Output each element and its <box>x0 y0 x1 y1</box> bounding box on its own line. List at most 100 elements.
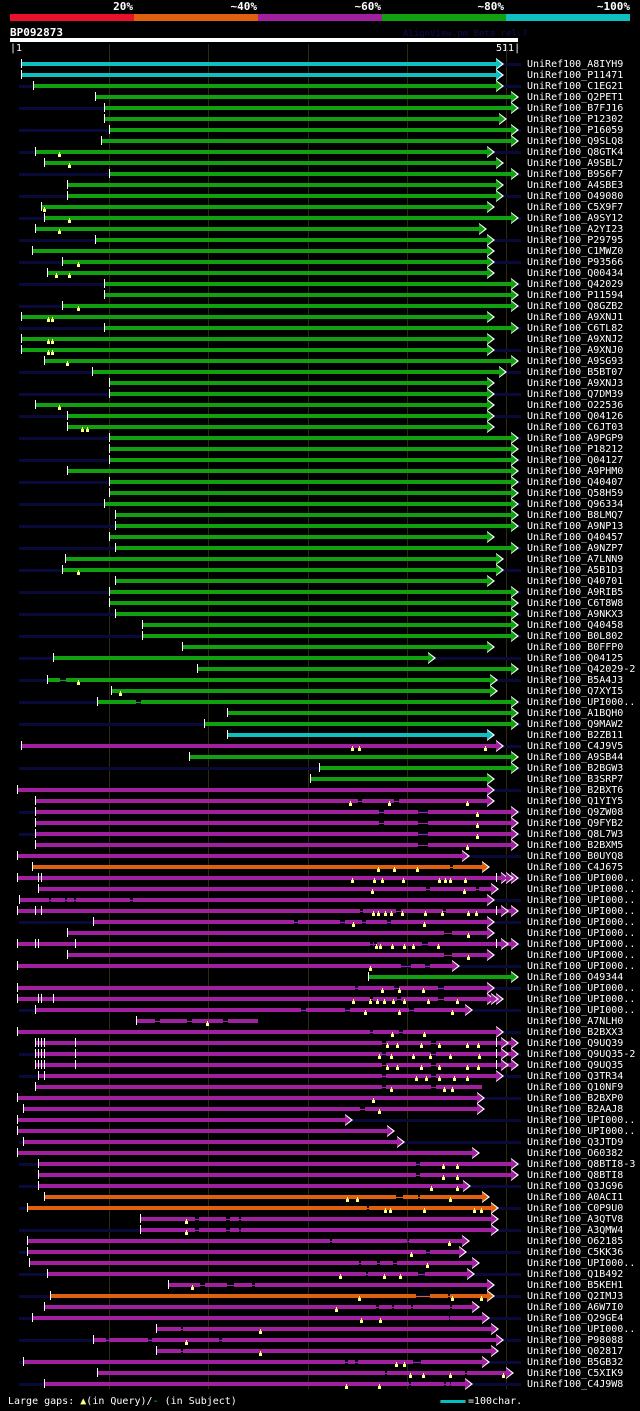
alignment-segment[interactable] <box>27 1239 330 1243</box>
alignment-segment[interactable] <box>379 1305 392 1309</box>
alignment-segment[interactable] <box>19 898 49 902</box>
alignment-segment[interactable] <box>35 821 379 825</box>
hit-label-link[interactable]: UniRef100_A4SBE3 <box>527 180 624 191</box>
hit-label-link[interactable]: UniRef100_A2YI23 <box>527 224 624 235</box>
alignment-segment[interactable] <box>380 1261 393 1265</box>
hit-label-link[interactable]: UniRef100_Q8GZB2 <box>527 301 624 312</box>
hit-label-link[interactable]: UniRef100_C1EG21 <box>527 81 624 92</box>
alignment-segment[interactable] <box>373 997 397 1001</box>
hit-label-link[interactable]: UniRef100_O49080 <box>527 191 624 202</box>
alignment-segment[interactable] <box>368 1272 418 1276</box>
alignment-segment[interactable] <box>363 909 396 913</box>
alignment-segment[interactable] <box>358 1360 413 1364</box>
hit-label-link[interactable]: UniRef100_C6T8W8 <box>527 598 624 609</box>
hit-label-link[interactable]: UniRef100_B2BXM5 <box>527 840 624 851</box>
hit-label-link[interactable]: UniRef100_UPI000.. <box>527 1324 636 1335</box>
alignment-segment[interactable] <box>428 821 511 825</box>
alignment-segment[interactable] <box>306 1008 345 1012</box>
alignment-segment[interactable] <box>51 898 65 902</box>
alignment-segment[interactable] <box>436 1063 511 1067</box>
hit-label-link[interactable]: UniRef100_UPI000.. <box>527 1115 636 1126</box>
alignment-segment[interactable] <box>67 898 74 902</box>
hit-label-link[interactable]: UniRef100_Q7XYI5 <box>527 686 624 697</box>
alignment-segment[interactable] <box>222 1338 496 1342</box>
alignment-segment[interactable] <box>227 733 487 737</box>
hit-label-link[interactable]: UniRef100_Q96334 <box>527 499 624 510</box>
alignment-segment[interactable] <box>27 1250 426 1254</box>
alignment-segment[interactable] <box>17 909 360 913</box>
hit-label-link[interactable]: UniRef100_Q7DM39 <box>527 389 624 400</box>
alignment-segment[interactable] <box>430 1294 448 1298</box>
alignment-segment[interactable] <box>414 1008 465 1012</box>
hit-label-link[interactable]: UniRef100_A9NKX3 <box>527 609 624 620</box>
hit-label-link[interactable]: UniRef100_Q40458 <box>527 620 624 631</box>
hit-label-link[interactable]: UniRef100_C1MWZ0 <box>527 246 624 257</box>
alignment-segment[interactable] <box>361 1261 377 1265</box>
hit-label-link[interactable]: UniRef100_A9XNJ1 <box>527 312 624 323</box>
hit-label-link[interactable]: UniRef100_Q8BTI8-3 <box>527 1159 636 1170</box>
hit-label-link[interactable]: UniRef100_Q8GTK4 <box>527 147 624 158</box>
alignment-segment[interactable] <box>453 865 482 869</box>
hit-label-link[interactable]: UniRef100_Q10NF9 <box>527 1082 624 1093</box>
alignment-segment[interactable] <box>41 205 487 209</box>
alignment-segment[interactable] <box>35 1041 382 1045</box>
hit-label-link[interactable]: UniRef100_B2ZB11 <box>527 730 624 741</box>
alignment-segment[interactable] <box>444 986 487 990</box>
alignment-segment[interactable] <box>228 1019 258 1023</box>
hit-label-link[interactable]: UniRef100_Q8L7W3 <box>527 829 624 840</box>
hit-label-link[interactable]: UniRef100_P18212 <box>527 444 624 455</box>
alignment-segment[interactable] <box>35 227 479 231</box>
hit-label-link[interactable]: UniRef100_Q9ZW08 <box>527 807 624 818</box>
alignment-segment[interactable] <box>93 920 294 924</box>
hit-label-link[interactable]: UniRef100_O22536 <box>527 400 624 411</box>
hit-label-link[interactable]: UniRef100_Q04125 <box>527 653 624 664</box>
alignment-segment[interactable] <box>141 700 511 704</box>
hit-label-link[interactable]: UniRef100_Q1YIY5 <box>527 796 624 807</box>
alignment-segment[interactable] <box>95 238 487 242</box>
alignment-segment[interactable] <box>67 414 487 418</box>
hit-label-link[interactable]: UniRef100_B2BXX3 <box>527 1027 624 1038</box>
alignment-segment[interactable] <box>444 997 496 1001</box>
alignment-segment[interactable] <box>97 700 136 704</box>
hit-label-link[interactable]: UniRef100_Q2PET1 <box>527 92 624 103</box>
hit-label-link[interactable]: UniRef100_UPI000.. <box>527 961 636 972</box>
alignment-segment[interactable] <box>104 117 499 121</box>
hit-label-link[interactable]: UniRef100_Q9SLQ8 <box>527 136 624 147</box>
alignment-segment[interactable] <box>67 469 511 473</box>
alignment-segment[interactable] <box>62 260 487 264</box>
alignment-segment[interactable] <box>44 1195 396 1199</box>
alignment-segment[interactable] <box>17 997 370 1001</box>
hit-label-link[interactable]: UniRef100_A0ACI1 <box>527 1192 624 1203</box>
alignment-segment[interactable] <box>93 1338 106 1342</box>
alignment-segment[interactable] <box>109 381 487 385</box>
alignment-segment[interactable] <box>115 513 511 517</box>
hit-label-link[interactable]: UniRef100_C4J675 <box>527 862 624 873</box>
alignment-segment[interactable] <box>386 1041 431 1045</box>
hit-label-link[interactable]: UniRef100_A7LNN9 <box>527 554 624 565</box>
hit-label-link[interactable]: UniRef100_Q8BTI8 <box>527 1170 624 1181</box>
alignment-segment[interactable] <box>104 106 511 110</box>
alignment-segment[interactable] <box>29 1261 359 1265</box>
alignment-segment[interactable] <box>35 843 418 847</box>
alignment-segment[interactable] <box>35 1063 382 1067</box>
hit-label-link[interactable]: UniRef100_Q3JTD9 <box>527 1137 624 1148</box>
hit-label-link[interactable]: UniRef100_B0UYQ8 <box>527 851 624 862</box>
alignment-segment[interactable] <box>47 678 60 682</box>
hit-label-link[interactable]: UniRef100_A9XNJ2 <box>527 334 624 345</box>
alignment-segment[interactable] <box>479 887 491 891</box>
alignment-segment[interactable] <box>23 1140 397 1144</box>
alignment-segment[interactable] <box>319 766 511 770</box>
alignment-segment[interactable] <box>227 711 511 715</box>
alignment-segment[interactable] <box>142 623 511 627</box>
alignment-segment[interactable] <box>401 997 438 1001</box>
alignment-segment[interactable] <box>350 1008 409 1012</box>
alignment-segment[interactable] <box>17 986 355 990</box>
hit-label-link[interactable]: UniRef100_A7NLH0 <box>527 1016 624 1027</box>
alignment-segment[interactable] <box>420 1173 511 1177</box>
hit-label-link[interactable]: UniRef100_UPI000.. <box>527 950 636 961</box>
alignment-segment[interactable] <box>17 964 401 968</box>
alignment-segment[interactable] <box>156 1349 181 1353</box>
hit-label-link[interactable]: UniRef100_O60382 <box>527 1148 624 1159</box>
alignment-segment[interactable] <box>115 546 511 550</box>
alignment-segment[interactable] <box>199 1228 226 1232</box>
